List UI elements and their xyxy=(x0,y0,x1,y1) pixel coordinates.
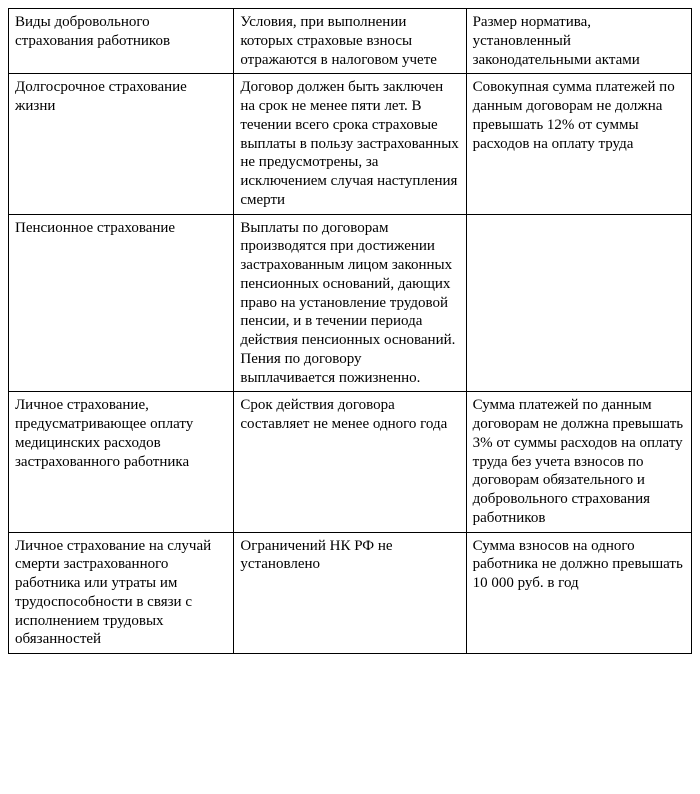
table-cell: Срок действия договора составляет не мен… xyxy=(234,392,466,532)
table-cell: Совокупная сумма платежей по данным дого… xyxy=(466,74,691,214)
table-cell: Сумма платежей по данным договорам не до… xyxy=(466,392,691,532)
table-cell: Долгосрочное страхование жизни xyxy=(9,74,234,214)
table-cell: Ограничений НК РФ не установлено xyxy=(234,532,466,654)
table-cell: Пенсионное страхование xyxy=(9,214,234,392)
table-cell: Размер норматива, установленный законода… xyxy=(466,9,691,74)
table-cell xyxy=(466,214,691,392)
table-cell: Личное страхование на случай смерти заст… xyxy=(9,532,234,654)
insurance-table: Виды добровольного страхования работнико… xyxy=(8,8,692,654)
table-row: Пенсионное страхование Выплаты по догово… xyxy=(9,214,692,392)
table-cell: Виды добровольного страхования работнико… xyxy=(9,9,234,74)
table-cell: Условия, при выполнении которых страховы… xyxy=(234,9,466,74)
table-cell: Договор должен быть заключен на срок не … xyxy=(234,74,466,214)
table-body: Виды добровольного страхования работнико… xyxy=(9,9,692,654)
table-cell: Личное страхование, предусматривающее оп… xyxy=(9,392,234,532)
table-row: Личное страхование, предусматривающее оп… xyxy=(9,392,692,532)
table-row: Виды добровольного страхования работнико… xyxy=(9,9,692,74)
table-row: Личное страхование на случай смерти заст… xyxy=(9,532,692,654)
table-cell: Сумма взносов на одного работника не дол… xyxy=(466,532,691,654)
table-row: Долгосрочное страхование жизни Договор д… xyxy=(9,74,692,214)
table-cell: Выплаты по договорам производятся при до… xyxy=(234,214,466,392)
